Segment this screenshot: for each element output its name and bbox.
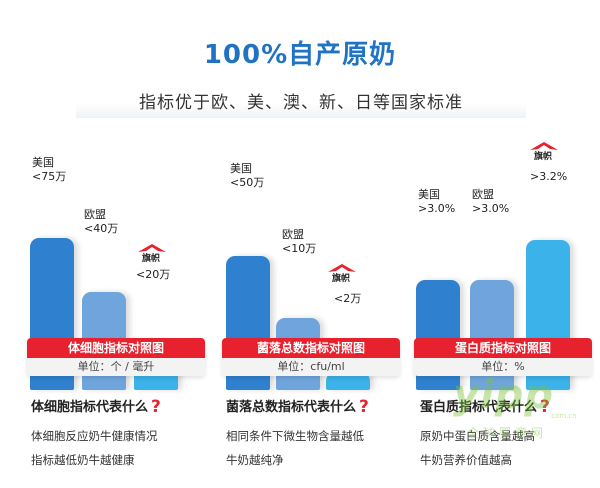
subtitle-band [76, 86, 526, 118]
bar-label-brand: <2万 [334, 292, 362, 305]
somatic-cell-banner: 体细胞指标对照图 单位：个 / 毫升 [27, 338, 205, 376]
banner-title: 体细胞指标对照图 [27, 338, 205, 358]
bar-label-usa: 美国 <50万 [230, 162, 265, 189]
flag-logo-icon: 旗帜 [326, 262, 358, 288]
banner-unit: 单位：cfu/ml [222, 358, 400, 376]
description: 体细胞反应奶牛健康情况 指标越低奶牛越健康 [31, 429, 158, 467]
bar-brand [326, 372, 370, 390]
bar-label-eu: 欧盟 >3.0% [472, 188, 510, 215]
question-mark-icon: ? [359, 397, 369, 417]
question-heading: 体细胞指标代表什么? [31, 397, 161, 417]
bar-label-usa: 美国 <75万 [32, 156, 67, 183]
question-heading: 菌落总数指标代表什么? [226, 397, 369, 417]
flag-logo-icon: 旗帜 [136, 242, 168, 268]
question-mark-icon: ? [151, 397, 161, 417]
bar-label-brand: <20万 [136, 268, 171, 281]
description: 原奶中蛋白质含量越高 牛奶营养价值越高 [420, 429, 535, 467]
bar-label-eu: 欧盟 <10万 [282, 228, 317, 255]
bar-label-eu: 欧盟 <40万 [84, 208, 119, 235]
description: 相同条件下微生物含量越低 牛奶越纯净 [226, 429, 364, 467]
question-mark-icon: ? [540, 397, 550, 417]
bacteria-count-banner: 菌落总数指标对照图 单位：cfu/ml [222, 338, 400, 376]
question-heading: 蛋白质指标代表什么? [420, 397, 550, 417]
banner-unit: 单位：% [414, 358, 592, 376]
bar-label-brand: >3.2% [530, 170, 568, 183]
protein-banner: 蛋白质指标对照图 单位：% [414, 338, 592, 376]
bar-label-usa: 美国 >3.0% [418, 188, 456, 215]
banner-unit: 单位：个 / 毫升 [27, 358, 205, 376]
page-subtitle: 指标优于欧、美、澳、新、日等国家标准 [139, 93, 463, 113]
page-title: 100%自产原奶 [203, 40, 397, 70]
flag-logo-icon: 旗帜 [528, 140, 560, 166]
banner-title: 蛋白质指标对照图 [414, 338, 592, 358]
banner-title: 菌落总数指标对照图 [222, 338, 400, 358]
